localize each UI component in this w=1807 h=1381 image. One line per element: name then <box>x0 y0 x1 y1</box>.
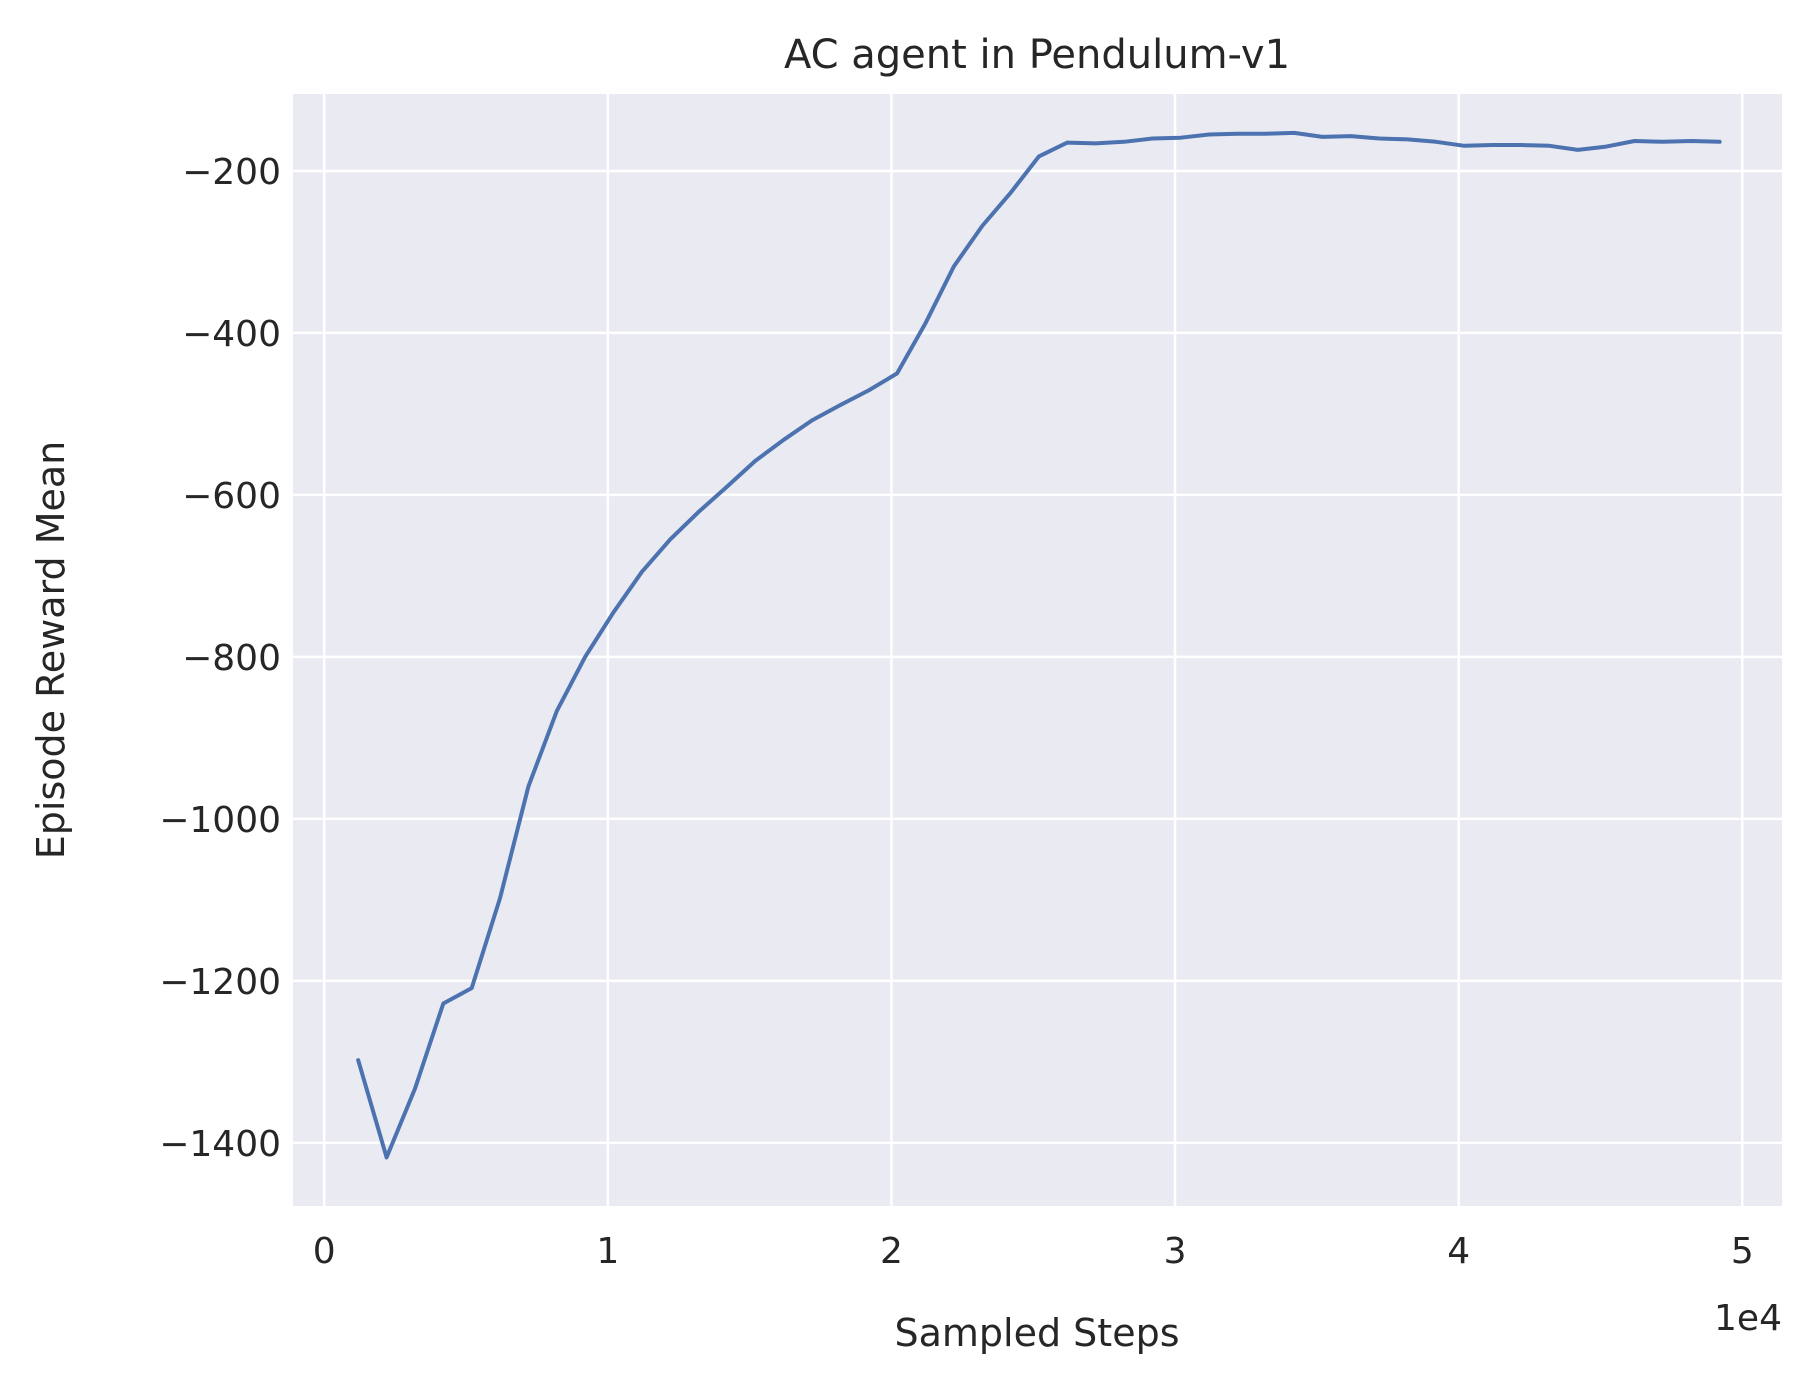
x-tick-label: 3 <box>1164 1231 1187 1272</box>
y-tick-labels: −200 −400 −600 −800 −1000 −1200 −1400 <box>159 152 281 1165</box>
plot-background <box>293 94 1782 1206</box>
x-axis-label: Sampled Steps <box>895 1311 1180 1355</box>
series-group <box>356 130 1722 1160</box>
y-tick-label: −1400 <box>159 1124 281 1165</box>
y-tick-label: −400 <box>182 314 281 355</box>
x-tick-label: 5 <box>1731 1231 1754 1272</box>
y-tick-label: −800 <box>182 638 281 679</box>
y-tick-label: −600 <box>182 476 281 517</box>
y-tick-label: −1200 <box>159 962 281 1003</box>
y-axis-label: Episode Reward Mean <box>29 441 73 859</box>
x-tick-labels: 0 1 2 3 4 5 <box>313 1231 1754 1272</box>
x-tick-label: 0 <box>313 1231 336 1272</box>
x-grid-lines <box>322 94 1744 1206</box>
y-tick-label: −200 <box>182 152 281 193</box>
x-offset-label: 1e4 <box>1714 1298 1782 1339</box>
y-grid-lines <box>293 169 1782 1145</box>
x-tick-label: 4 <box>1447 1231 1470 1272</box>
chart-title: AC agent in Pendulum-v1 <box>784 32 1290 78</box>
y-tick-label: −1000 <box>159 800 281 841</box>
x-tick-label: 1 <box>596 1231 619 1272</box>
series-line <box>356 130 1722 1160</box>
x-tick-label: 2 <box>880 1231 903 1272</box>
